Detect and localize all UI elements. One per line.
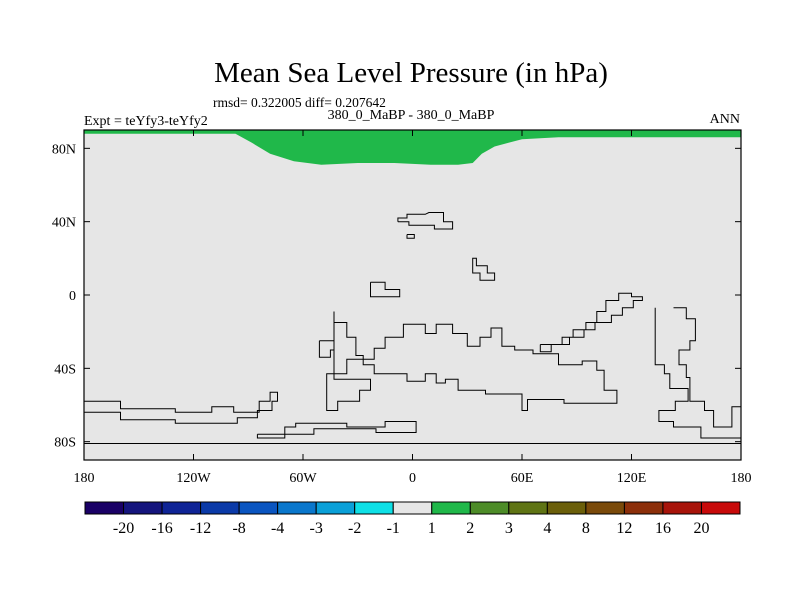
y-tick-label: 80N xyxy=(52,142,76,157)
y-axis-ticks: 80N 40N 0 40S 80S xyxy=(52,142,741,451)
colorbar-label: 12 xyxy=(616,520,632,537)
x-tick-label: 180 xyxy=(731,471,752,486)
season-label: ANN xyxy=(710,112,740,127)
colorbar-swatch xyxy=(508,501,548,515)
colorbar-swatch xyxy=(354,501,394,515)
colorbar-swatch xyxy=(161,501,202,515)
colorbar-label: -8 xyxy=(232,520,245,537)
y-tick-label: 40S xyxy=(54,362,76,377)
x-axis-ticks: 180 120W 60W 0 60E 120E 180 xyxy=(74,130,752,486)
coastline-segment xyxy=(654,307,741,439)
coastline-segment xyxy=(370,281,401,298)
colorbar-label: 4 xyxy=(543,520,551,537)
colorbar-swatch xyxy=(623,501,664,515)
chart-title: Mean Sea Level Pressure (in hPa) xyxy=(214,57,608,89)
coastline-segment xyxy=(406,234,415,239)
colorbar-label: -16 xyxy=(151,520,172,537)
coastline-segment xyxy=(397,212,454,230)
colorbar-label: -3 xyxy=(310,520,323,537)
colorbar-label: -1 xyxy=(387,520,400,537)
colorbar-swatch xyxy=(700,501,741,515)
colorbar-swatch xyxy=(546,501,587,515)
colorbar-swatch xyxy=(431,501,471,515)
colorbar-label: 16 xyxy=(655,520,671,537)
coastline-segment xyxy=(472,257,496,281)
coastline-segment xyxy=(256,421,417,439)
y-tick-label: 40N xyxy=(52,216,76,231)
field-background xyxy=(84,130,741,460)
colorbar-label: 2 xyxy=(466,520,474,537)
coastlines xyxy=(84,212,741,444)
colorbar-swatch xyxy=(84,501,125,515)
center-label: 380_0_MaBP - 380_0_MaBP xyxy=(328,108,495,123)
coastline-segment xyxy=(673,307,741,428)
colorbar-swatch xyxy=(123,501,163,515)
colorbar-label: 20 xyxy=(693,520,709,537)
colorbar-swatch xyxy=(392,501,433,515)
y-tick-label: 0 xyxy=(69,289,76,304)
colorbar-label: 8 xyxy=(582,520,590,537)
colorbar-label: 3 xyxy=(505,520,513,537)
coastline-segment xyxy=(318,340,335,358)
x-tick-label: 60W xyxy=(289,471,317,486)
x-tick-label: 180 xyxy=(74,471,95,486)
colorbar-label: 1 xyxy=(428,520,436,537)
coastline-segment xyxy=(326,311,618,411)
colorbar-swatch xyxy=(200,501,240,515)
colorbar-swatch xyxy=(277,501,317,515)
map-plot-area: 180 120W 60W 0 60E 120E 180 80N 40N 0 40S 80S xyxy=(52,129,752,486)
x-tick-label: 120E xyxy=(617,471,647,486)
colorbar-swatch xyxy=(662,501,702,515)
colorbar-swatch xyxy=(315,501,356,515)
colorbar-swatch xyxy=(238,501,279,515)
colorbar-label: -4 xyxy=(271,520,284,537)
coastline-segment xyxy=(84,391,278,424)
x-tick-label: 120W xyxy=(176,471,211,486)
x-tick-label: 0 xyxy=(409,471,416,486)
colorbar-label: -12 xyxy=(190,520,211,537)
colorbar-swatch xyxy=(585,501,625,515)
stats-label: rmsd= 0.322005 diff= 0.207642 xyxy=(213,95,386,110)
experiment-label: Expt = teYfy3-teYfy2 xyxy=(84,114,208,129)
coastline-segment xyxy=(539,292,643,353)
colorbar-label: -20 xyxy=(113,520,134,537)
y-tick-label: 80S xyxy=(54,436,76,451)
x-tick-label: 60E xyxy=(511,471,534,486)
colorbar-label: -2 xyxy=(348,520,361,537)
colorbar-swatch xyxy=(469,501,510,515)
positive-anomaly-region xyxy=(84,130,741,165)
colorbar: -20 -16 -12 -8 -4 -3 -2 -1 1 2 3 4 8 12 16 20 xyxy=(84,501,741,537)
